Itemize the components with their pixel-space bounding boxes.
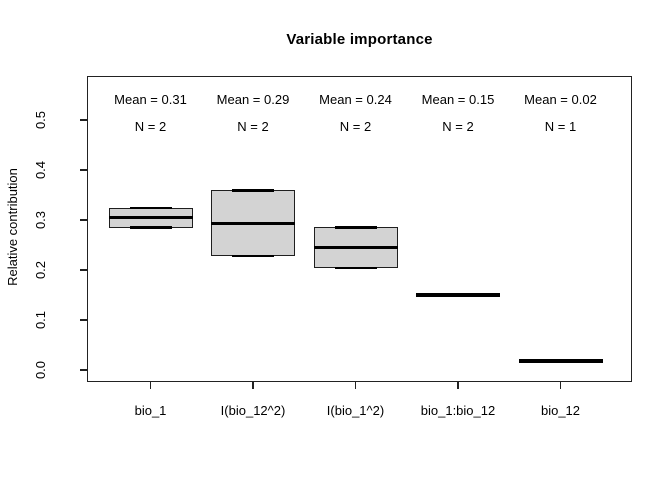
y-axis-tick-label: 0.5 bbox=[33, 110, 48, 130]
mean-annotation: Mean = 0.15 bbox=[421, 92, 495, 107]
median-line bbox=[313, 246, 398, 249]
n-annotation: N = 2 bbox=[134, 119, 167, 134]
x-axis-tick-label: I(bio_12^2) bbox=[220, 403, 286, 418]
y-axis-tick bbox=[80, 369, 87, 371]
median-line bbox=[108, 216, 193, 219]
y-axis-tick bbox=[80, 319, 87, 321]
x-axis-tick bbox=[457, 382, 459, 389]
y-axis-tick-label: 0.3 bbox=[33, 210, 48, 230]
x-axis-tick-label: I(bio_1^2) bbox=[326, 403, 385, 418]
x-axis-tick bbox=[252, 382, 254, 389]
mean-annotation: Mean = 0.29 bbox=[216, 92, 290, 107]
y-axis-tick-label: 0.1 bbox=[33, 310, 48, 330]
collapsed-box-line bbox=[416, 293, 500, 297]
whisker-staple-min bbox=[129, 226, 172, 229]
whisker-staple-max bbox=[129, 206, 172, 209]
n-annotation: N = 1 bbox=[544, 119, 577, 134]
n-annotation: N = 2 bbox=[237, 119, 269, 134]
mean-annotation: Mean = 0.31 bbox=[114, 92, 187, 107]
y-axis-tick bbox=[80, 269, 87, 271]
whisker-staple-max bbox=[232, 189, 274, 192]
y-axis-label: Relative contribution bbox=[5, 168, 20, 286]
mean-annotation: Mean = 0.24 bbox=[319, 92, 392, 107]
x-axis-tick bbox=[354, 382, 357, 389]
n-annotation: N = 2 bbox=[339, 119, 372, 134]
y-axis-tick bbox=[80, 169, 87, 171]
x-axis-tick-label: bio_12 bbox=[540, 403, 581, 418]
y-axis-tick-label: 0.2 bbox=[33, 260, 48, 280]
median-line bbox=[211, 221, 295, 225]
whisker-staple-max bbox=[334, 226, 377, 229]
x-axis-tick bbox=[149, 382, 152, 389]
x-axis-tick-label: bio_1:bio_12 bbox=[420, 403, 496, 418]
y-axis-tick-label: 0.4 bbox=[33, 160, 48, 180]
y-axis-tick bbox=[80, 119, 87, 121]
y-axis-tick-label: 0.0 bbox=[33, 360, 48, 380]
n-annotation: N = 2 bbox=[442, 119, 474, 134]
y-axis-tick bbox=[80, 219, 87, 221]
x-axis-tick-label: bio_1 bbox=[134, 403, 167, 418]
whisker-staple-min bbox=[334, 266, 377, 269]
mean-annotation: Mean = 0.02 bbox=[524, 92, 597, 107]
chart-title: Variable importance bbox=[286, 31, 433, 48]
whisker-staple-min bbox=[232, 254, 274, 257]
x-axis-tick bbox=[559, 382, 562, 389]
collapsed-box-line bbox=[518, 358, 603, 363]
